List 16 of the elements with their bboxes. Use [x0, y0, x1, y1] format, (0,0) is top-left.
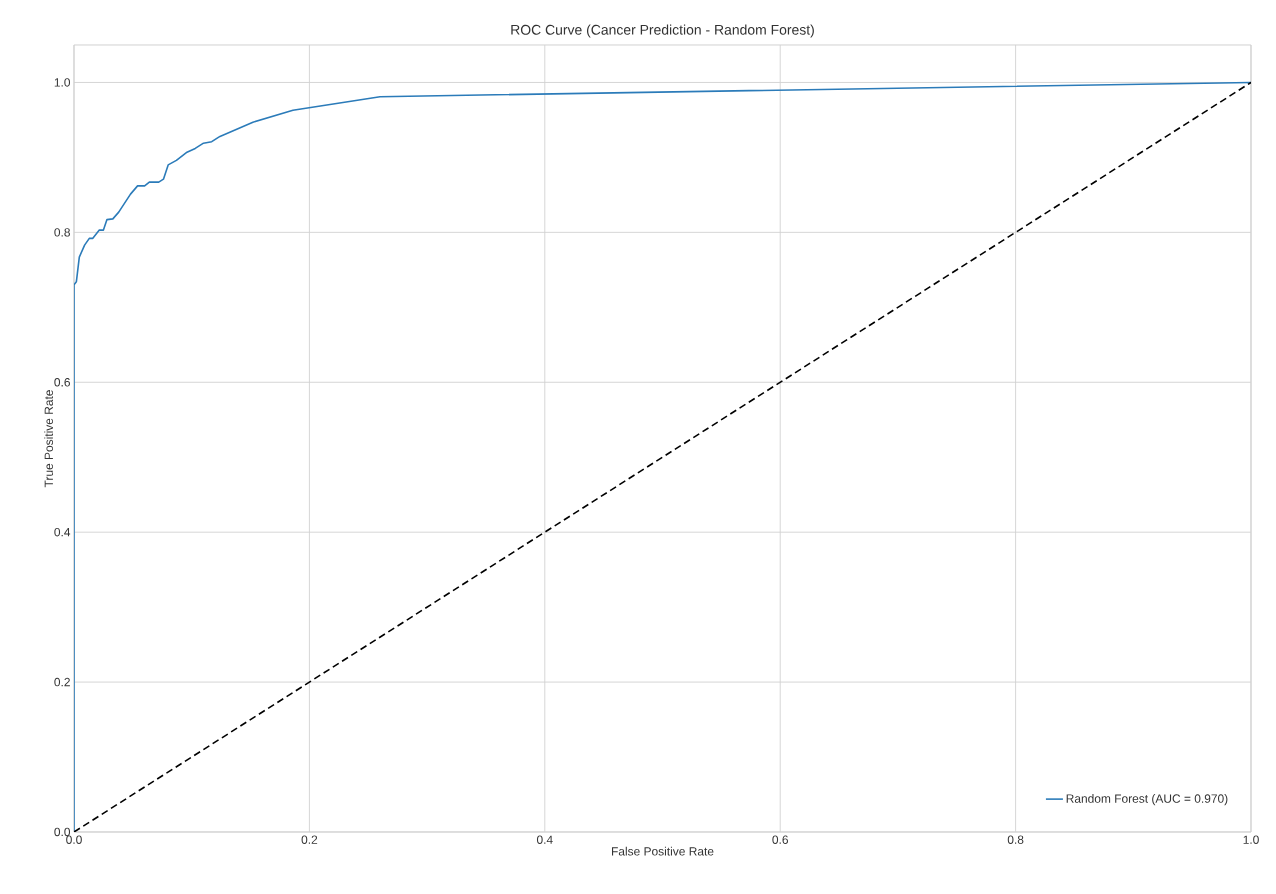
y-tick-label: 0.2: [54, 677, 70, 687]
y-tick-label: 0.6: [54, 378, 70, 387]
x-tick-label: 0.2: [301, 835, 318, 844]
y-tick-label: 0.4: [54, 527, 71, 537]
x-tick-label: 1.0: [1243, 835, 1259, 844]
x-tick-label: 0.8: [1007, 835, 1024, 844]
chart-title: ROC Curve (Cancer Prediction - Random Forest): [511, 24, 814, 38]
y-tick-label: 1.0: [54, 78, 71, 87]
x-tick-label: 0.4: [536, 835, 553, 844]
y-tick-label: 0.8: [54, 228, 70, 237]
y-axis-title: True Positive Rate: [44, 390, 54, 488]
legend-label: Random Forest (AUC = 0.970): [1066, 794, 1228, 806]
x-tick-label: 0.6: [772, 835, 788, 844]
y-tick-label: 0.0: [54, 827, 71, 837]
x-axis-title: False Positive Rate: [612, 846, 714, 856]
x-tick-label: 0.0: [66, 835, 82, 844]
